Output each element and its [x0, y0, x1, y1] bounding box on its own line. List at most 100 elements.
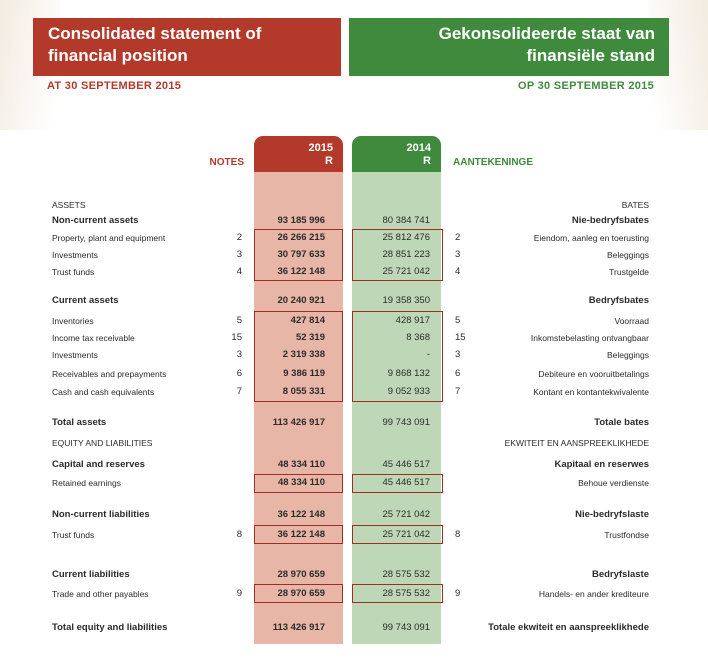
row-label-en: Receivables and prepayments: [52, 369, 167, 379]
notes-header: NOTES: [209, 157, 244, 168]
value-2014: 99 743 091: [382, 622, 430, 633]
table-row: Property, plant and equipment 2 26 266 215…: [0, 230, 708, 246]
row-label-af: Inkomstebelasting ontvangbaar: [530, 333, 649, 343]
value-2015: 36 122 148: [277, 529, 325, 540]
row-label-af: Eiendom, aanleg en toerusting: [533, 233, 649, 243]
value-2014: 45 446 517: [382, 459, 430, 470]
table-row: Non-current assets 93 185 996 80 384 741 Ni…: [0, 213, 708, 229]
row-label-af: Beleggings: [606, 350, 649, 360]
title-banner-afrikaans: Gekonsolideerde staat van finansiële sta…: [349, 18, 669, 76]
row-label-en: Non-current assets: [52, 215, 139, 226]
value-2014: 45 446 517: [382, 477, 430, 488]
aantekening-number: 9: [455, 588, 461, 599]
table-row: Capital and reserves 48 334 110 45 446 517…: [0, 457, 708, 473]
note-number: 3: [236, 349, 242, 360]
row-label-af: Nie-bedryfslaste: [575, 509, 649, 520]
value-2015: 8 055 331: [282, 386, 325, 397]
row-label-af: Kontant en kontantekwivalente: [533, 387, 649, 397]
row-label-af: Debiteure en vooruitbetalings: [538, 369, 649, 379]
aantekening-number: 6: [455, 368, 461, 379]
table-row: ASSETS BATES: [0, 197, 708, 213]
table-row: Current assets 20 240 921 19 358 350 Bedryf…: [0, 293, 708, 309]
row-label-en: Investments: [52, 250, 98, 260]
title-en-line2: financial position: [48, 46, 188, 65]
row-label-af: Voorraad: [614, 316, 650, 326]
value-2014: 28 575 532: [382, 569, 430, 580]
column-2015-band: [254, 172, 343, 644]
row-label-en: Capital and reserves: [52, 459, 145, 470]
row-label-en: Investments: [52, 350, 98, 360]
aantekening-number: 3: [455, 249, 461, 260]
value-group-outline: [254, 525, 343, 544]
value-group-outline: [254, 584, 343, 603]
value-2015: 48 334 110: [277, 459, 325, 470]
table-row: Investments 3 2 319 338 - 3 Beleggings: [0, 347, 708, 363]
value-2015: 48 334 110: [277, 477, 325, 488]
row-label-en: Trust funds: [52, 267, 95, 277]
row-label-af: Handels- en ander krediteure: [538, 589, 649, 599]
table-row: Trade and other payables 9 28 970 659 28 57…: [0, 586, 708, 602]
value-2014: 9 052 933: [387, 386, 430, 397]
row-label-en: Current assets: [52, 295, 119, 306]
column-2014-band: [352, 172, 441, 644]
value-2014: 99 743 091: [382, 417, 430, 428]
table-row: Inventories 5 427 814 428 917 5 Voorraad: [0, 313, 708, 329]
row-label-af: Behoue verdienste: [578, 478, 649, 488]
title-af-line1: Gekonsolideerde staat van: [438, 24, 655, 43]
row-label-en: Trade and other payables: [52, 589, 149, 599]
row-label-en: Non-current liabilities: [52, 509, 150, 520]
row-label-en: Total equity and liabilities: [52, 622, 168, 633]
currency-2014: R: [423, 155, 431, 167]
aantekening-number: 5: [455, 315, 461, 326]
table-row: Non-current liabilities 36 122 148 25 721 …: [0, 507, 708, 523]
value-group-outline: [352, 584, 443, 603]
value-2015: 2 319 338: [282, 349, 325, 360]
row-label-af: Bedryfsbates: [588, 295, 649, 306]
value-2014: 428 917: [395, 315, 430, 326]
value-group-outline: [352, 525, 443, 544]
aantekening-number: 15: [455, 332, 466, 343]
row-label-en: Cash and cash equivalents: [52, 387, 155, 397]
note-number: 6: [236, 368, 242, 379]
row-label-en: Trust funds: [52, 530, 95, 540]
row-label-af: Totale ekwiteit en aanspreeklikhede: [488, 622, 649, 633]
table-row: Current liabilities 28 970 659 28 575 532 B…: [0, 567, 708, 583]
date-english: AT 30 SEPTEMBER 2015: [47, 80, 182, 92]
value-2014: 9 868 132: [387, 368, 430, 379]
title-banner-english: Consolidated statement of financial posi…: [33, 18, 341, 76]
table-row: Trust funds 4 36 122 148 25 721 042 4 Trustge…: [0, 264, 708, 280]
value-group-outline: [352, 311, 443, 402]
value-2014: 25 812 476: [382, 232, 430, 243]
value-group-outline: [352, 229, 443, 281]
note-number: 5: [236, 315, 242, 326]
table-row: Cash and cash equivalents 7 8 055 331 9 052…: [0, 384, 708, 400]
table-row: Retained earnings 48 334 110 45 446 517 Beh…: [0, 475, 708, 491]
row-label-af: BATES: [621, 200, 649, 210]
currency-2015: R: [325, 155, 333, 167]
value-2015: 28 970 659: [277, 569, 325, 580]
value-2014: 19 358 350: [382, 295, 430, 306]
table-row: Total assets 113 426 917 99 743 091 Totale …: [0, 415, 708, 431]
title-af-line2: finansiële stand: [526, 46, 655, 65]
title-en-line1: Consolidated statement of: [48, 24, 262, 43]
value-2015: 36 122 148: [277, 266, 325, 277]
value-group-outline: [254, 474, 343, 493]
aantekeninge-header: AANTEKENINGE: [453, 157, 534, 168]
value-2015: 30 797 633: [277, 249, 325, 260]
note-number: 9: [236, 588, 242, 599]
row-label-af: EKWITEIT EN AANSPREEKLIKHEDE: [504, 438, 649, 448]
value-2015: 9 386 119: [283, 368, 325, 379]
value-group-outline: [352, 474, 443, 493]
row-label-af: Nie-bedryfsbates: [571, 215, 649, 226]
note-number: 4: [236, 266, 242, 277]
value-2014: -: [426, 349, 430, 360]
table-row: Receivables and prepayments 6 9 386 119 9 8…: [0, 366, 708, 382]
value-2015: 93 185 996: [277, 215, 325, 226]
value-2015: 20 240 921: [277, 295, 325, 306]
aantekening-number: 2: [455, 232, 461, 243]
note-number: 15: [231, 332, 242, 343]
row-label-en: Property, plant and equipment: [52, 233, 166, 243]
value-2014: 25 721 042: [382, 529, 430, 540]
value-2015: 26 266 215: [277, 232, 325, 243]
note-number: 2: [236, 232, 242, 243]
